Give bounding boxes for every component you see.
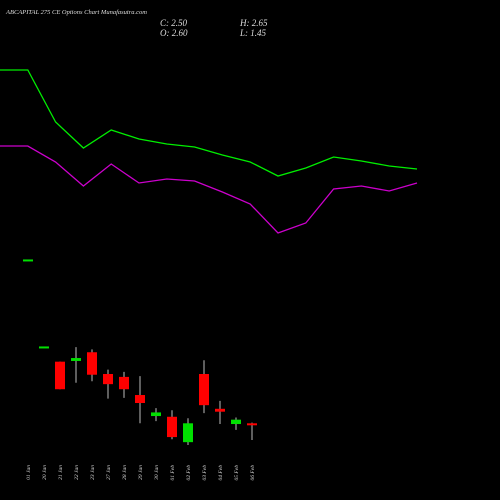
candle-body bbox=[71, 358, 81, 361]
candle-body bbox=[183, 423, 193, 443]
candle-body bbox=[39, 346, 49, 349]
x-tick-label: 04 Feb bbox=[217, 465, 224, 481]
line-series bbox=[0, 145, 418, 234]
candle-body bbox=[103, 374, 113, 385]
x-tick-label: 30 Jan bbox=[154, 465, 160, 481]
candle-body bbox=[135, 395, 145, 403]
candle-body bbox=[215, 408, 225, 412]
x-tick-label: 21 Jan bbox=[58, 465, 64, 480]
x-tick-label: 06 Feb bbox=[250, 465, 256, 481]
candle-body bbox=[231, 419, 241, 425]
close-label: C: 2.50 bbox=[160, 18, 188, 28]
x-tick-label: 20 Jan bbox=[42, 465, 48, 480]
high-label: H: 2.65 bbox=[239, 18, 268, 28]
x-tick-label: 29 Jan bbox=[138, 465, 144, 480]
line-series bbox=[0, 69, 418, 177]
candle-body bbox=[167, 416, 177, 438]
x-tick-label: 01 Feb bbox=[170, 465, 176, 481]
x-tick-label: 28 Jan bbox=[122, 465, 128, 480]
candle-body bbox=[23, 259, 33, 262]
candle-body bbox=[247, 423, 257, 426]
low-label: L: 1.45 bbox=[239, 28, 267, 38]
candle-body bbox=[151, 412, 161, 417]
x-tick-label: 27 Jan bbox=[106, 465, 112, 480]
x-tick-label: 01 Jan bbox=[26, 465, 32, 480]
x-tick-label: 03 Feb bbox=[202, 465, 208, 481]
chart-title: ABCAPITAL 275 CE Options Chart Munafasut… bbox=[5, 9, 147, 16]
x-tick-label: 22 Jan bbox=[74, 465, 80, 480]
candle-body bbox=[87, 352, 97, 375]
open-label: O: 2.60 bbox=[160, 28, 188, 38]
candle-body bbox=[199, 374, 209, 406]
x-tick-label: 05 Feb bbox=[234, 465, 240, 481]
candle-body bbox=[55, 361, 65, 390]
x-tick-label: 02 Feb bbox=[186, 465, 192, 481]
candle-body bbox=[119, 376, 129, 390]
x-tick-label: 23 Jan bbox=[90, 465, 96, 480]
